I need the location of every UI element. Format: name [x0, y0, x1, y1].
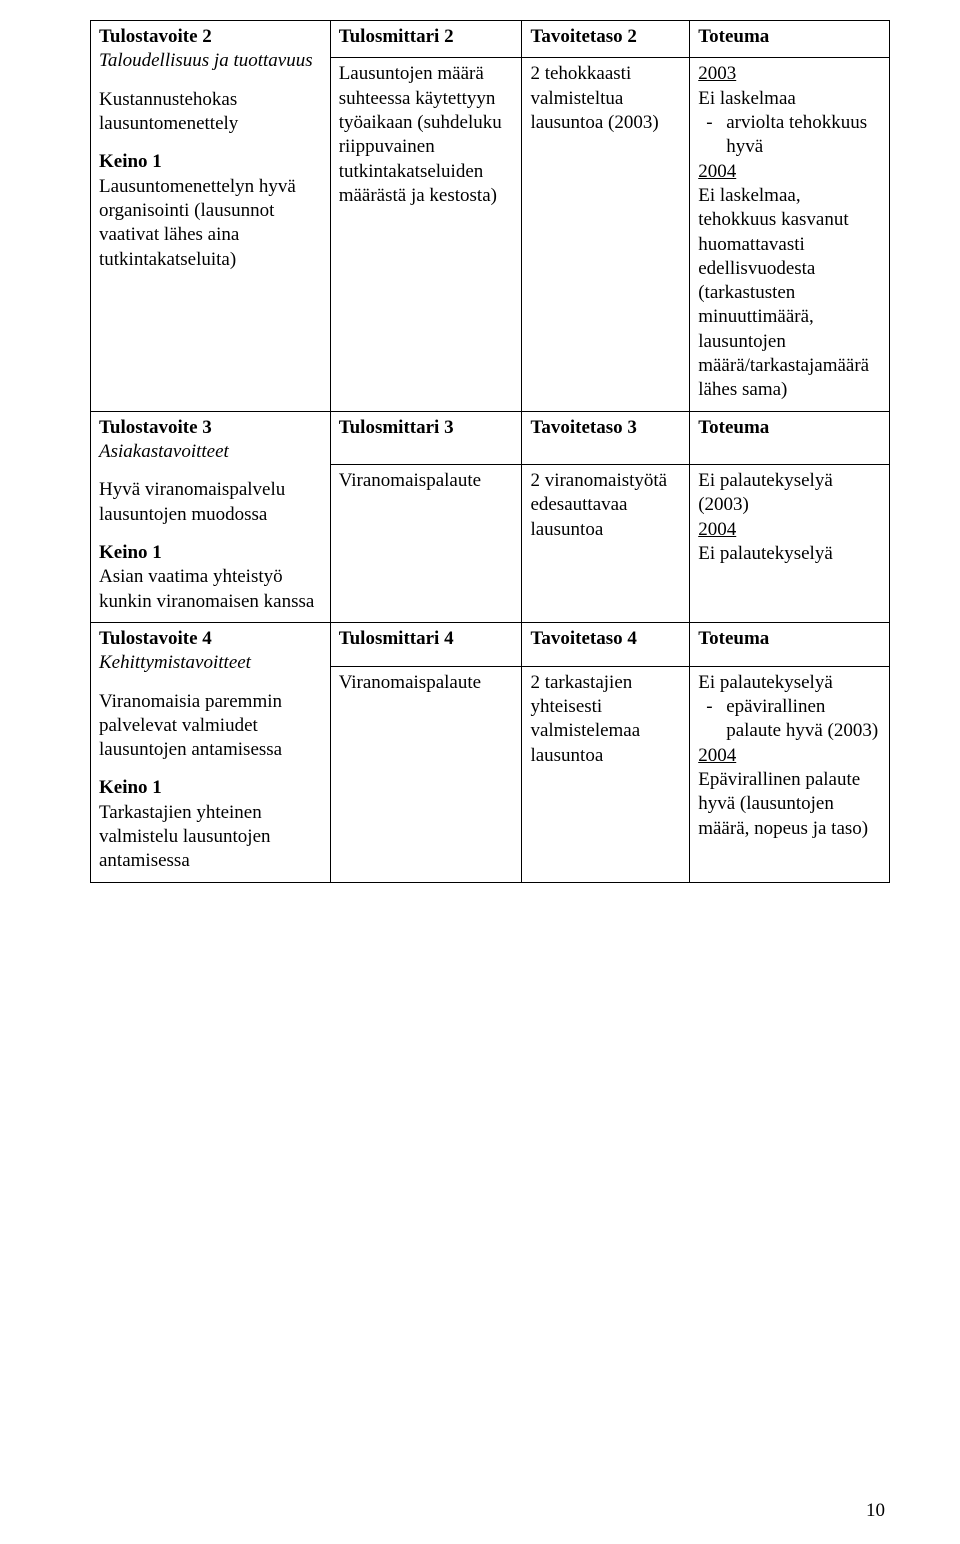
page-number: 10: [866, 1500, 885, 1522]
keino-label: Keino 1: [99, 542, 162, 563]
heading: Tulosmittari 4: [339, 628, 454, 649]
table-row: Tulostavoite 3 Asiakastavoitteet Hyvä vi…: [91, 411, 890, 464]
paragraph: Lausuntojen määrä suhteessa käytettyyn t…: [339, 62, 514, 208]
heading: Tulostavoite 3: [99, 417, 212, 438]
heading: Tulosmittari 2: [339, 26, 454, 47]
paragraph: Kustannustehokas lausuntomenettely: [99, 88, 322, 137]
subheading: Taloudellisuus ja tuottavuus: [99, 50, 313, 71]
keino-label: Keino 1: [99, 777, 162, 798]
year-label: 2003: [698, 63, 736, 84]
list-item: epävirallinen palaute hyvä (2003): [726, 695, 881, 744]
paragraph: Viranomaispalaute: [339, 469, 514, 493]
paragraph: Viranomaispalaute: [339, 671, 514, 695]
subheading: Kehittymistavoitteet: [99, 652, 251, 673]
paragraph: Asian vaatima yhteistyö kunkin viranomai…: [99, 565, 322, 614]
paragraph: Ei laskelmaa: [698, 87, 881, 111]
list-item: arviolta tehokkuus hyvä: [726, 111, 881, 160]
paragraph: Epävirallinen palaute hyvä (lausuntojen …: [698, 768, 881, 841]
paragraph: Hyvä viranomaispalvelu lausuntojen muodo…: [99, 478, 322, 527]
document-page: Tulostavoite 2 Taloudellisuus ja tuottav…: [0, 0, 960, 1544]
heading: Tavoitetaso 3: [530, 417, 636, 438]
subheading: Asiakastavoitteet: [99, 441, 229, 462]
cell-content: Tulostavoite 2 Taloudellisuus ja tuottav…: [99, 25, 322, 272]
heading: Tulostavoite 2: [99, 26, 212, 47]
paragraph: Lausuntomenettelyn hyvä organisointi (la…: [99, 175, 322, 272]
keino-label: Keino 1: [99, 151, 162, 172]
paragraph: 2 tarkastajien yhteisesti valmistelemaa …: [530, 671, 681, 768]
paragraph: 2 viranomaistyötä edesauttavaa lausuntoa: [530, 469, 681, 542]
heading: Toteuma: [698, 26, 769, 47]
table-row: Tulostavoite 4 Kehittymistavoitteet Vira…: [91, 622, 890, 666]
heading: Tavoitetaso 2: [530, 26, 636, 47]
results-table: Tulostavoite 2 Taloudellisuus ja tuottav…: [90, 20, 890, 883]
year-label: 2004: [698, 519, 736, 540]
paragraph: Viranomaisia paremmin palvelevat valmiud…: [99, 690, 322, 763]
table-row: Tulostavoite 2 Taloudellisuus ja tuottav…: [91, 21, 890, 58]
heading: Toteuma: [698, 417, 769, 438]
year-label: 2004: [698, 745, 736, 766]
paragraph: Ei laskelmaa, tehokkuus kasvanut huomatt…: [698, 184, 881, 403]
heading: Toteuma: [698, 628, 769, 649]
paragraph: Ei palautekyselyä: [698, 542, 881, 566]
paragraph: Ei palautekyselyä (2003): [698, 469, 881, 518]
heading: Tulosmittari 3: [339, 417, 454, 438]
paragraph: Tarkastajien yhteinen valmistelu lausunt…: [99, 801, 322, 874]
paragraph: Ei palautekyselyä: [698, 671, 881, 695]
year-label: 2004: [698, 161, 736, 182]
paragraph: 2 tehokkaasti valmisteltua lausuntoa (20…: [530, 62, 681, 135]
heading: Tulostavoite 4: [99, 628, 212, 649]
heading: Tavoitetaso 4: [530, 628, 636, 649]
